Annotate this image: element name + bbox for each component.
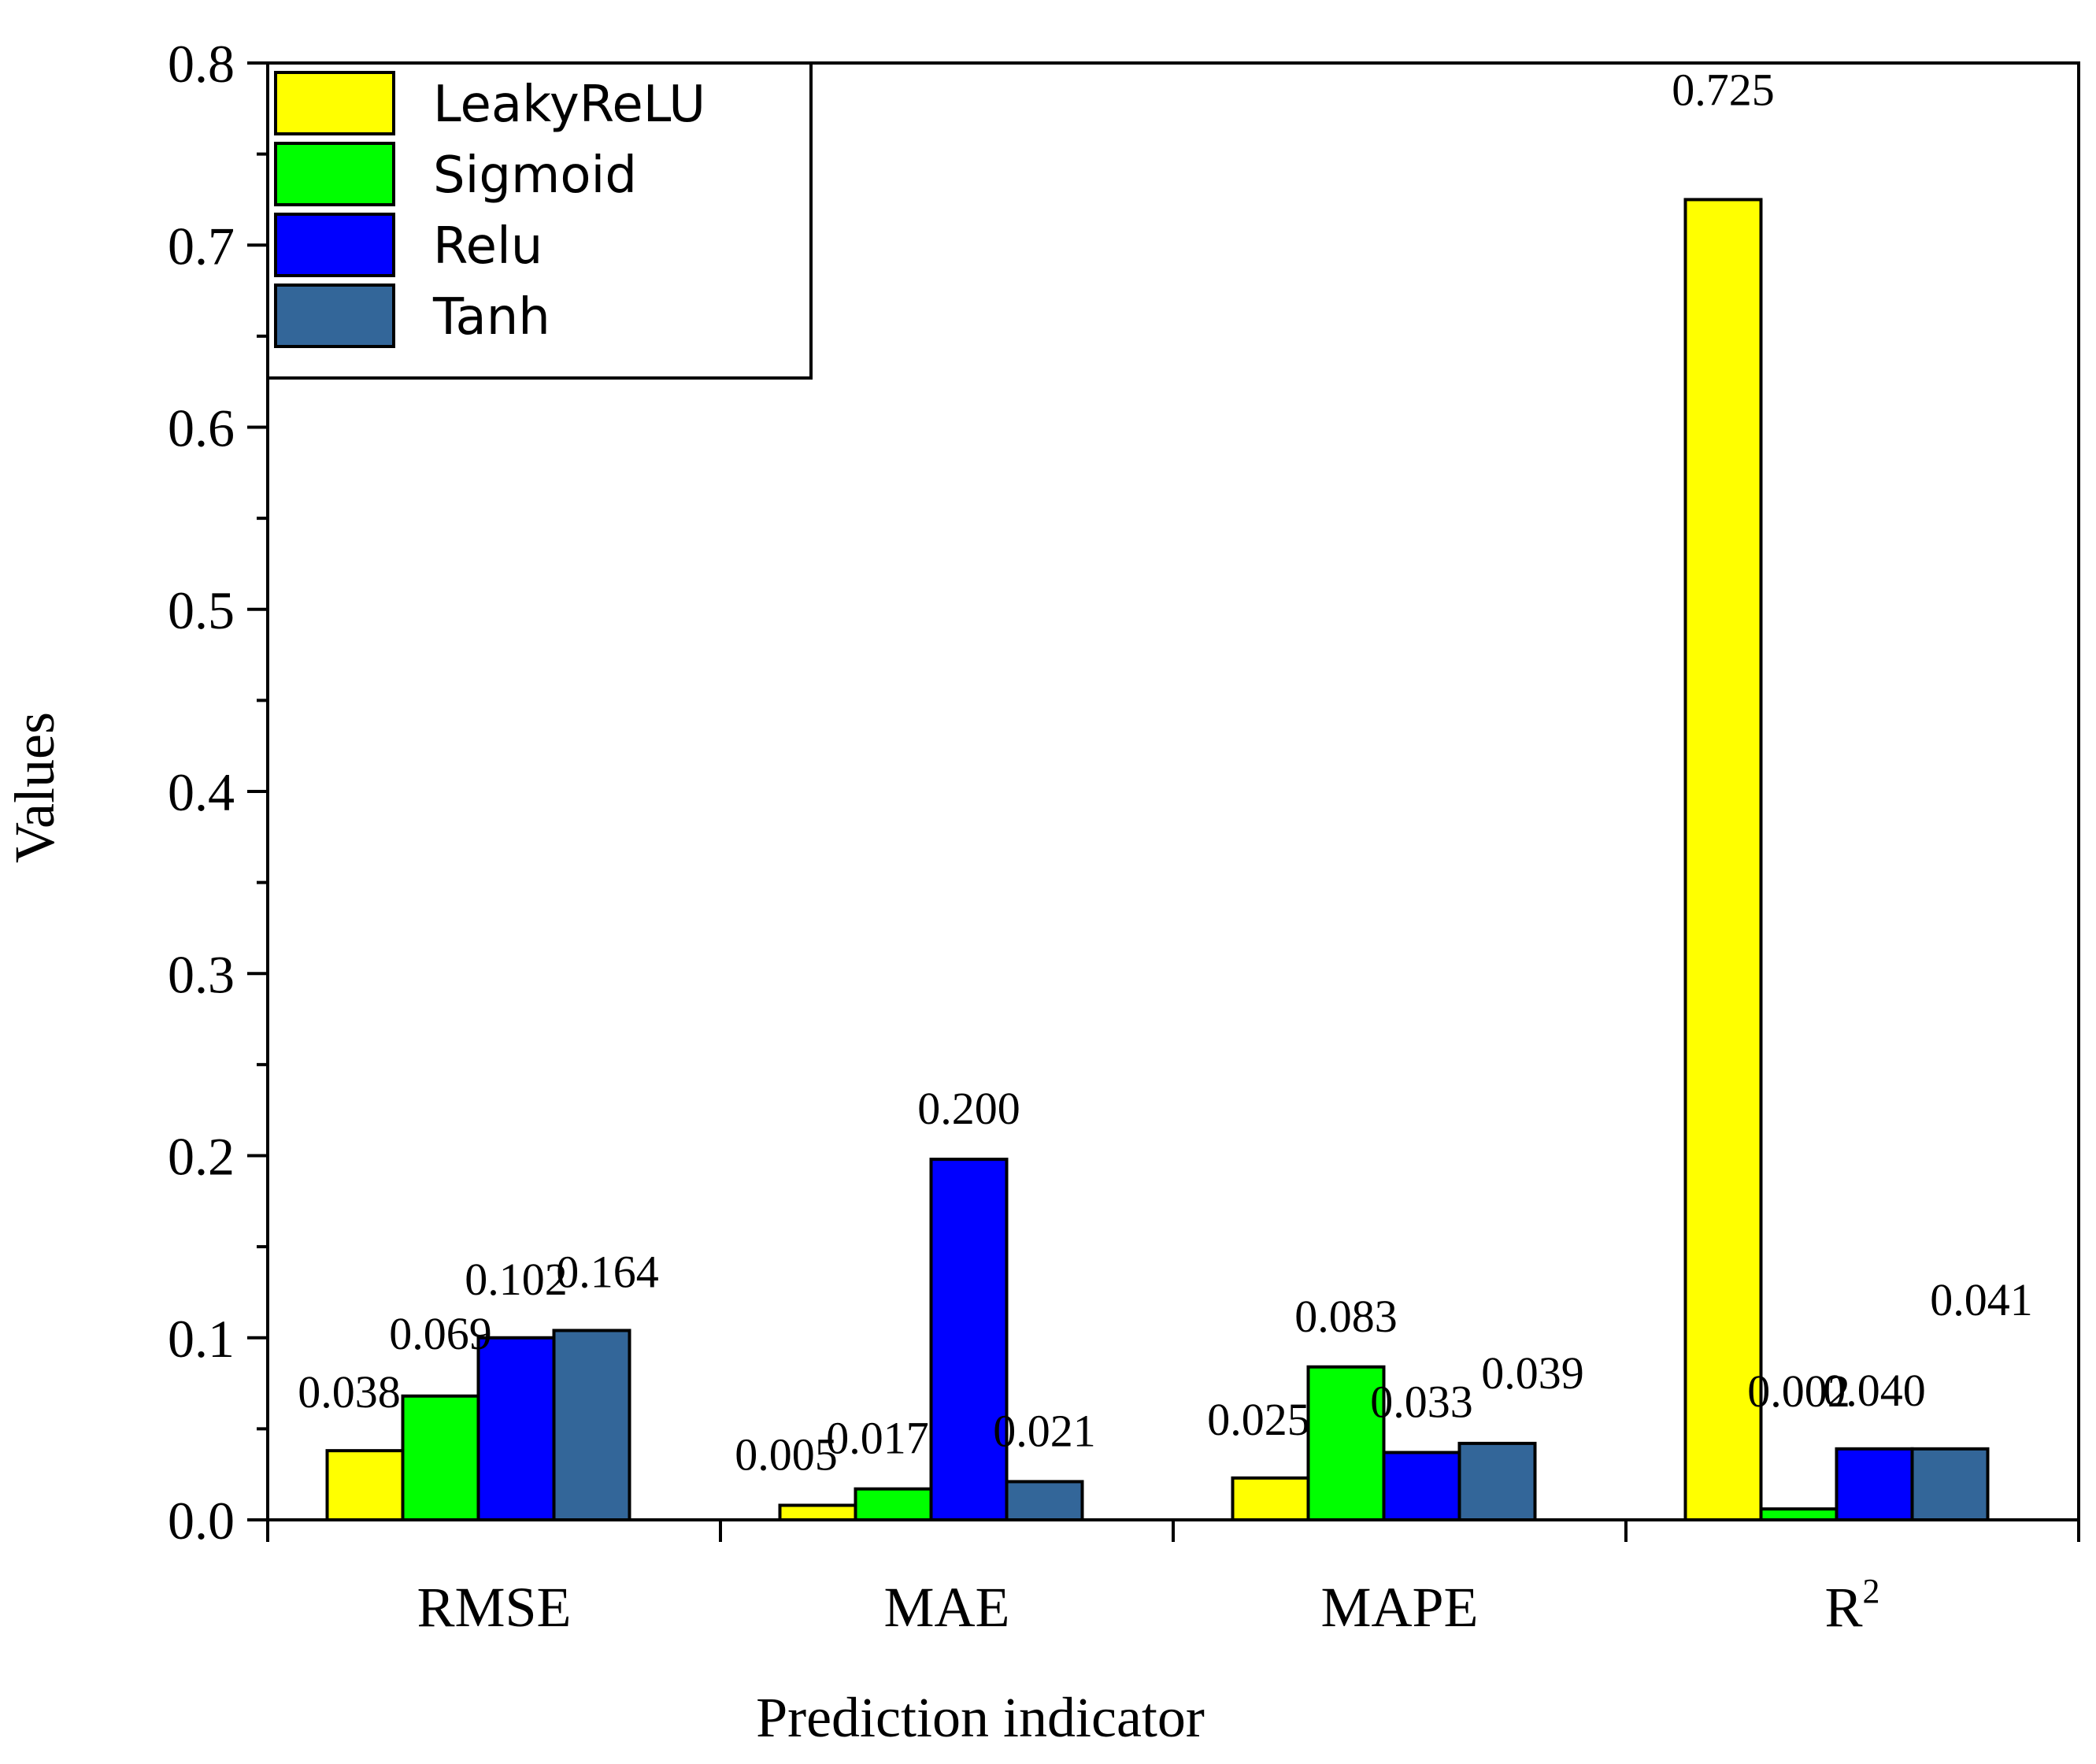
y-tick-label: 0.5 <box>168 580 235 640</box>
x-axis-title: Prediction indicator <box>756 1686 1205 1749</box>
legend-swatch-tanh <box>274 284 395 348</box>
y-tick-label: 0.4 <box>168 762 235 822</box>
data-label: 0.102 <box>465 1254 568 1305</box>
bar-sigmoid-mae <box>854 1487 933 1521</box>
data-label: 0.021 <box>993 1405 1096 1456</box>
data-label: 0.041 <box>1930 1274 2033 1325</box>
data-label: 0.002 <box>1747 1366 1850 1417</box>
data-label: 0.200 <box>917 1083 1020 1134</box>
y-axis-title: Values <box>3 712 66 863</box>
y-tick-label: 0.0 <box>168 1491 235 1551</box>
data-label: 0.083 <box>1294 1291 1398 1342</box>
legend-swatch-relu <box>274 213 395 277</box>
data-label: 0.033 <box>1370 1376 1473 1427</box>
data-label: 0.025 <box>1207 1394 1310 1445</box>
data-label: 0.005 <box>735 1429 838 1480</box>
legend-swatch-leakyrelu <box>274 71 395 135</box>
legend-swatch-sigmoid <box>274 142 395 206</box>
bar-sigmoid-mape <box>1306 1365 1386 1521</box>
legend-label-sigmoid: Sigmoid <box>433 146 637 205</box>
y-tick-label: 0.2 <box>168 1127 235 1187</box>
bar-relu-rmse <box>476 1336 556 1521</box>
data-label: 0.038 <box>298 1366 401 1418</box>
bar-tanh-mape <box>1457 1441 1537 1521</box>
x-tick-superscript: 2 <box>1863 1572 1880 1610</box>
x-tick-label: MAE <box>884 1576 1010 1639</box>
bar-relu-mape <box>1382 1451 1461 1521</box>
bar-leakyrelu-mae <box>778 1503 857 1521</box>
bar-leakyrelu-mape <box>1231 1476 1310 1521</box>
data-label: 0.069 <box>389 1308 492 1359</box>
y-tick-label: 0.6 <box>168 398 235 458</box>
bar-leakyrelu-rmse <box>325 1449 405 1521</box>
legend-label-leakyrelu: LeakyReLU <box>433 76 705 134</box>
y-tick-label: 0.3 <box>168 944 235 1004</box>
x-tick-label: RMSE <box>417 1576 571 1639</box>
legend-label-tanh: Tanh <box>432 288 550 346</box>
data-label: 0.040 <box>1823 1365 1926 1416</box>
bar-tanh-rmse <box>552 1329 631 1521</box>
data-label: 0.039 <box>1481 1347 1584 1399</box>
bar-tanh-mae <box>1005 1480 1084 1521</box>
y-tick-label: 0.8 <box>168 34 235 94</box>
bar-tanh-r <box>1910 1447 1990 1521</box>
x-tick-label: MAPE <box>1320 1576 1478 1639</box>
bar-sigmoid-rmse <box>401 1394 480 1521</box>
y-tick-label: 0.7 <box>168 216 235 276</box>
y-tick-label: 0.1 <box>168 1309 235 1369</box>
x-tick-label: R2 <box>1824 1572 1879 1639</box>
data-label: 0.017 <box>826 1413 929 1464</box>
bar-leakyrelu-r <box>1683 198 1763 1521</box>
legend-label-relu: Relu <box>433 217 543 276</box>
bar-sigmoid-r <box>1759 1507 1839 1521</box>
bar-relu-r <box>1835 1447 1914 1521</box>
bar-relu-mae <box>929 1158 1009 1521</box>
data-label: 0.164 <box>556 1247 659 1298</box>
data-label: 0.725 <box>1672 64 1775 115</box>
